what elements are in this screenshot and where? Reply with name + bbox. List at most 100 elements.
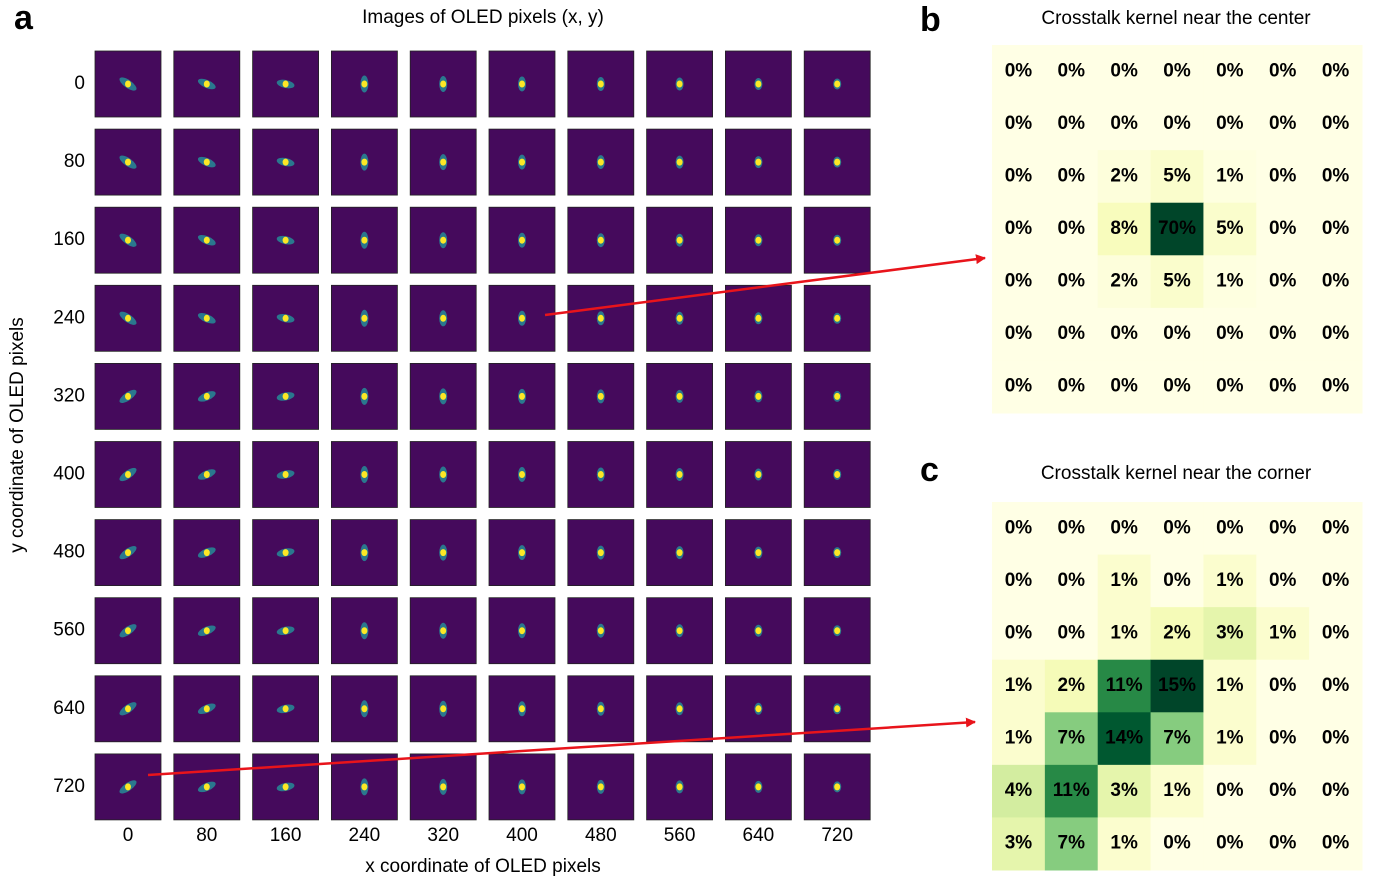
spot-core bbox=[834, 549, 840, 556]
cell-label: 0% bbox=[1110, 60, 1138, 81]
cell-label: 0% bbox=[1322, 271, 1350, 292]
spot-core bbox=[440, 393, 446, 400]
spot-core bbox=[361, 315, 367, 322]
spot-core bbox=[834, 393, 840, 400]
spot-core bbox=[125, 783, 131, 790]
spot-core bbox=[519, 393, 525, 400]
spot-core bbox=[125, 705, 131, 712]
x-tick-label: 480 bbox=[585, 825, 617, 846]
cell-label: 1% bbox=[1216, 728, 1244, 749]
y-tick-label: 720 bbox=[53, 776, 85, 797]
cell-label: 0% bbox=[1269, 165, 1297, 186]
cell-label: 0% bbox=[1058, 113, 1086, 134]
cell-label: 0% bbox=[1005, 376, 1033, 397]
spot-core bbox=[598, 705, 604, 712]
panel-letter: a bbox=[14, 0, 34, 37]
cell-label: 0% bbox=[1058, 60, 1086, 81]
cell-label: 0% bbox=[1269, 113, 1297, 134]
y-tick-label: 560 bbox=[53, 620, 85, 641]
spot-core bbox=[283, 81, 289, 88]
cell-label: 0% bbox=[1322, 376, 1350, 397]
x-tick-label: 160 bbox=[270, 825, 302, 846]
cell-label: 1% bbox=[1216, 271, 1244, 292]
cell-label: 1% bbox=[1110, 833, 1138, 854]
cell-label: 0% bbox=[1216, 113, 1244, 134]
cell-label: 3% bbox=[1110, 780, 1138, 801]
cell-label: 8% bbox=[1110, 218, 1138, 239]
spot-core bbox=[440, 81, 446, 88]
cell-label: 0% bbox=[1322, 728, 1350, 749]
spot-core bbox=[440, 627, 446, 634]
cell-label: 0% bbox=[1058, 517, 1086, 538]
spot-core bbox=[283, 783, 289, 790]
spot-core bbox=[519, 159, 525, 166]
cell-label: 0% bbox=[1269, 833, 1297, 854]
x-tick-label: 400 bbox=[506, 825, 538, 846]
spot-core bbox=[519, 783, 525, 790]
panel-letter: b bbox=[920, 1, 941, 39]
cell-label: 0% bbox=[1005, 60, 1033, 81]
cell-label: 1% bbox=[1216, 165, 1244, 186]
spot-core bbox=[598, 81, 604, 88]
x-tick-label: 240 bbox=[349, 825, 381, 846]
cell-label: 0% bbox=[1163, 517, 1191, 538]
spot-core bbox=[125, 81, 131, 88]
spot-core bbox=[204, 783, 210, 790]
cell-label: 0% bbox=[1216, 323, 1244, 344]
spot-core bbox=[598, 159, 604, 166]
cell-label: 0% bbox=[1005, 570, 1033, 591]
cell-label: 0% bbox=[1005, 218, 1033, 239]
cell-label: 4% bbox=[1005, 780, 1033, 801]
spot-core bbox=[125, 315, 131, 322]
cell-label: 0% bbox=[1163, 323, 1191, 344]
cell-label: 0% bbox=[1322, 60, 1350, 81]
cell-label: 1% bbox=[1216, 675, 1244, 696]
spot-core bbox=[755, 705, 761, 712]
spot-core bbox=[361, 783, 367, 790]
spot-core bbox=[283, 393, 289, 400]
spot-core bbox=[677, 705, 683, 712]
cell-label: 1% bbox=[1163, 780, 1191, 801]
spot-core bbox=[283, 549, 289, 556]
spot-core bbox=[283, 237, 289, 244]
spot-core bbox=[440, 159, 446, 166]
cell-label: 0% bbox=[1322, 218, 1350, 239]
spot-core bbox=[677, 315, 683, 322]
cell-label: 0% bbox=[1269, 728, 1297, 749]
cell-label: 0% bbox=[1322, 833, 1350, 854]
spot-core bbox=[283, 159, 289, 166]
spot-core bbox=[598, 627, 604, 634]
spot-core bbox=[361, 627, 367, 634]
spot-core bbox=[834, 471, 840, 478]
panel-title: Crosstalk kernel near the center bbox=[1041, 8, 1311, 29]
cell-label: 0% bbox=[1110, 323, 1138, 344]
spot-core bbox=[283, 471, 289, 478]
y-tick-label: 240 bbox=[53, 307, 85, 328]
spot-core bbox=[834, 315, 840, 322]
spot-core bbox=[204, 237, 210, 244]
spot-core bbox=[598, 471, 604, 478]
spot-core bbox=[519, 237, 525, 244]
spot-core bbox=[283, 627, 289, 634]
cell-label: 2% bbox=[1110, 271, 1138, 292]
cell-label: 3% bbox=[1005, 833, 1033, 854]
cell-label: 0% bbox=[1322, 323, 1350, 344]
cell-label: 0% bbox=[1163, 113, 1191, 134]
x-tick-label: 640 bbox=[743, 825, 775, 846]
cell-label: 0% bbox=[1322, 780, 1350, 801]
y-tick-label: 80 bbox=[64, 151, 85, 172]
spot-core bbox=[204, 315, 210, 322]
cell-label: 0% bbox=[1005, 271, 1033, 292]
cell-label: 0% bbox=[1058, 218, 1086, 239]
cell-label: 0% bbox=[1110, 113, 1138, 134]
cell-label: 0% bbox=[1058, 323, 1086, 344]
cell-label: 14% bbox=[1105, 728, 1143, 749]
spot-core bbox=[834, 705, 840, 712]
cell-label: 0% bbox=[1216, 780, 1244, 801]
cell-label: 0% bbox=[1005, 622, 1033, 643]
spot-core bbox=[519, 315, 525, 322]
spot-core bbox=[677, 549, 683, 556]
spot-core bbox=[519, 549, 525, 556]
spot-core bbox=[677, 471, 683, 478]
